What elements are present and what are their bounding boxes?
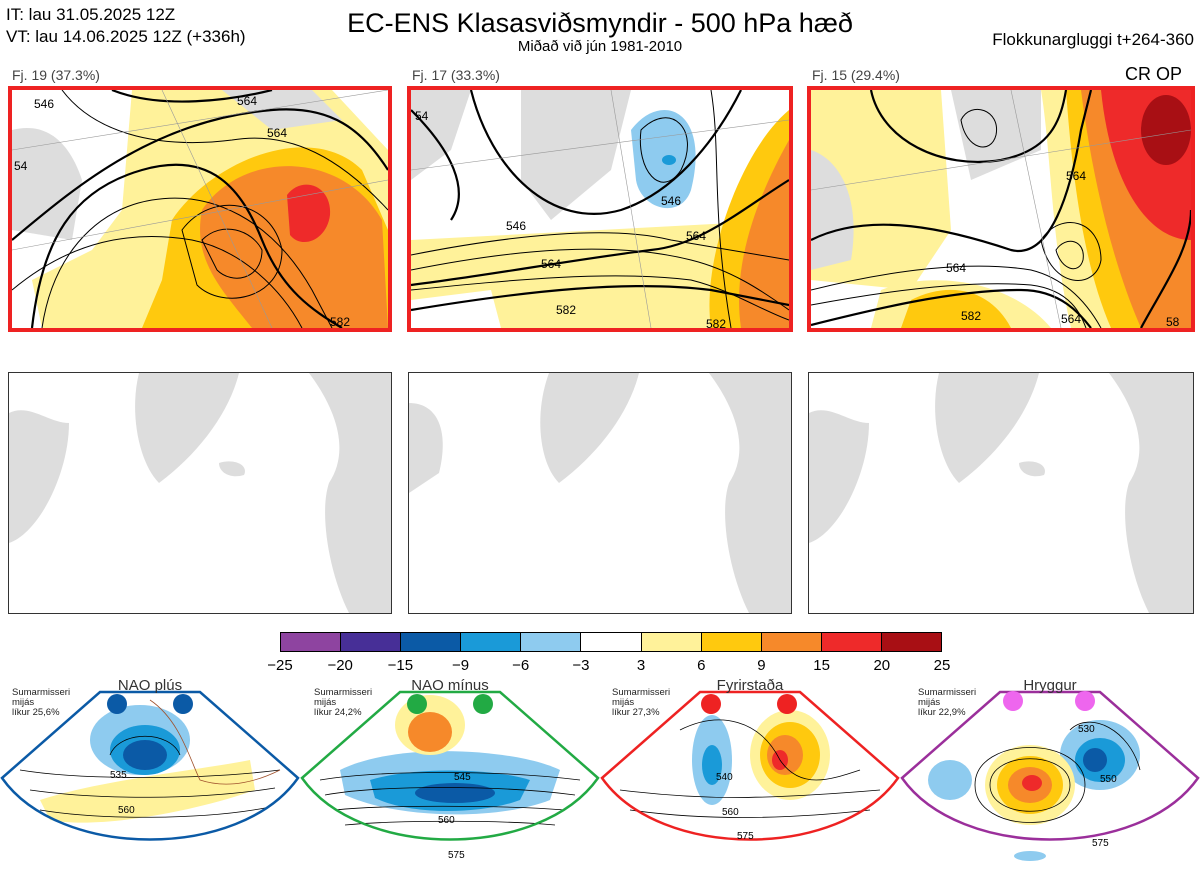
- cluster-1-label: Fj. 19 (37.3%): [12, 67, 100, 83]
- contour-label: 564: [541, 257, 561, 271]
- colorbar-tick-label: 6: [697, 657, 706, 674]
- empty-map-1: [8, 372, 392, 614]
- regime-4-note: Sumarmisseri mijás líkur 22,9%: [918, 687, 977, 718]
- colorbar-tick-label: 3: [636, 657, 646, 674]
- colorbar-swatch: [281, 633, 341, 651]
- cluster-3-label: Fj. 15 (29.4%): [812, 67, 900, 83]
- cluster-1-map: 546 564 564 54 582: [8, 86, 392, 332]
- contour-label: 54: [14, 159, 28, 173]
- contour-label: 564: [686, 229, 706, 243]
- regime-2-dot-right: [473, 694, 493, 714]
- page-subtitle: Miðað við jún 1981-2010: [517, 38, 683, 55]
- contour-label: 560: [438, 815, 455, 826]
- colorbar-tick-label: 20: [873, 657, 891, 674]
- regime-2-dot-left: [407, 694, 427, 714]
- regime-2-note: Sumarmisseri mijás líkur 24,2%: [314, 687, 373, 718]
- regime-4-title: Hryggur: [1023, 677, 1077, 694]
- regimes-svg: 535 560 545 560 575 540 560 575: [0, 690, 1200, 861]
- contour-label: 530: [1078, 724, 1095, 735]
- regime-3-title: Fyrirstaða: [716, 677, 784, 694]
- contour-label: 546: [34, 97, 54, 111]
- regime-3-dot-right: [777, 694, 797, 714]
- colorbar-tick-label: −6: [512, 657, 530, 674]
- regime-1-dot-right: [173, 694, 193, 714]
- contour-label: 582: [961, 309, 981, 323]
- colorbar-swatch: [700, 633, 761, 651]
- contour-label: 582: [706, 317, 726, 328]
- contour-label: 564: [946, 261, 966, 275]
- regime-1-dot-left: [107, 694, 127, 714]
- contour-label: 560: [722, 807, 739, 818]
- regime-4-dot-right: [1075, 691, 1095, 711]
- regime-4-dot-left: [1003, 691, 1023, 711]
- contour-label: 582: [556, 303, 576, 317]
- empty-map-2: [408, 372, 792, 614]
- page-title: EC-ENS Klasasviðsmyndir - 500 hPa hæð: [347, 8, 853, 38]
- colorbar-tick-label: −20: [327, 657, 353, 674]
- regime-3-dot-left: [701, 694, 721, 714]
- regime-1-title: NAO plús: [117, 677, 183, 694]
- regime-1-note: Sumarmisseri mijás líkur 25,6%: [12, 687, 71, 718]
- contour-label: 546: [506, 219, 526, 233]
- colorbar-tick-label: 15: [813, 657, 830, 674]
- colorbar-swatch: [880, 633, 942, 651]
- contour-label: 564: [237, 94, 257, 108]
- colorbar-tick-label: −25: [267, 657, 293, 674]
- contour-label: 575: [448, 850, 465, 861]
- colorbar-tick-label: 9: [757, 657, 766, 674]
- cluster-2-label: Fj. 17 (33.3%): [412, 67, 500, 83]
- colorbar-swatch: [460, 633, 521, 651]
- colorbar-swatch: [640, 633, 701, 651]
- regime-3-note: Sumarmisseri mijás líkur 27,3%: [612, 687, 671, 718]
- contour-label: 560: [118, 805, 135, 816]
- contour-label: 540: [716, 772, 733, 783]
- colorbar-tick-label: 25: [933, 657, 951, 674]
- contour-label: 575: [737, 831, 754, 842]
- colorbar-swatch: [760, 633, 821, 651]
- colorbar-swatch: [580, 633, 641, 651]
- contour-label: 535: [110, 770, 127, 781]
- contour-label: 564: [1061, 312, 1081, 326]
- colorbar-swatch: [340, 633, 401, 651]
- cluster-3-map: 564 564 582 564 58: [807, 86, 1195, 332]
- contour-label: 545: [454, 772, 471, 783]
- contour-label: 564: [267, 126, 287, 140]
- colorbar-tick-label: −15: [387, 657, 414, 674]
- init-time: IT: lau 31.05.2025 12Z: [6, 5, 176, 24]
- empty-map-3: [808, 372, 1194, 614]
- contour-label: 550: [1100, 774, 1117, 785]
- colorbar-tick-label: −3: [572, 657, 590, 674]
- colorbar-tick-label: −9: [451, 657, 470, 674]
- cluster-window: Flokkunargluggi t+264-360: [992, 30, 1194, 49]
- colorbar-swatch: [520, 633, 581, 651]
- colorbar: [280, 632, 942, 652]
- colorbar-swatch: [400, 633, 461, 651]
- contour-label: 546: [661, 194, 681, 208]
- contour-label: 582: [330, 315, 350, 328]
- valid-time: VT: lau 14.06.2025 12Z (+336h): [6, 27, 246, 46]
- contour-label: 564: [1066, 169, 1086, 183]
- contour-label: 575: [1092, 838, 1109, 849]
- header-info: IT: lau 31.05.2025 12Z VT: lau 14.06.202…: [6, 4, 246, 48]
- cluster-2-map: 54 546 546 564 582 564 582: [407, 86, 793, 332]
- regime-2-title: NAO mínus: [411, 677, 489, 694]
- colorbar-swatch: [820, 633, 881, 651]
- cr-op-badge: CR OP: [1125, 64, 1183, 84]
- contour-label: 58: [1166, 315, 1180, 328]
- contour-label: 54: [415, 109, 429, 123]
- regimes-row: 535 560 545 560 575 540 560 575: [0, 670, 1200, 871]
